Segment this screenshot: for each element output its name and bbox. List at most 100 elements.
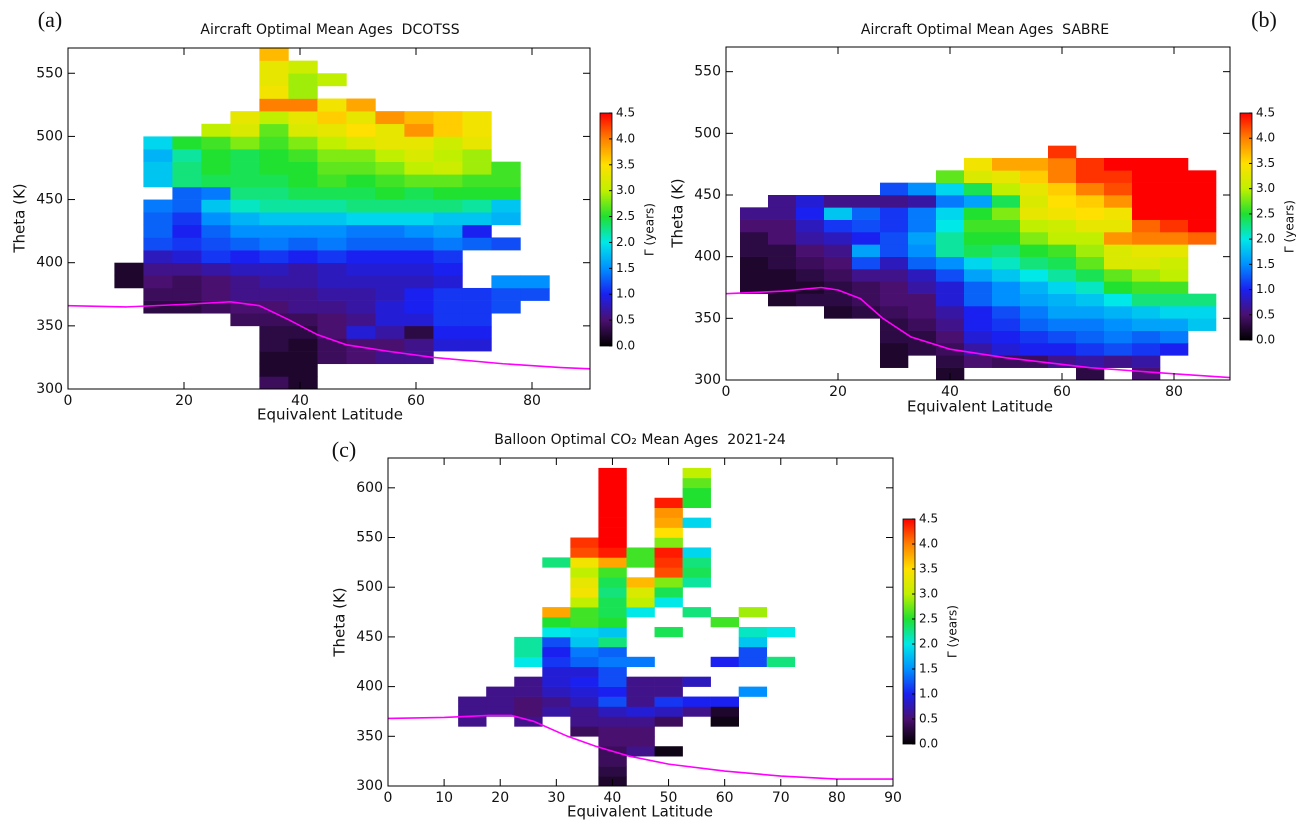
cell <box>259 174 289 188</box>
cell <box>1076 207 1105 220</box>
cell <box>992 158 1021 171</box>
chart-title: Balloon Optimal CO₂ Mean Ages 2021-24 <box>494 432 786 448</box>
cell <box>542 696 571 707</box>
cell <box>908 232 937 245</box>
cell <box>992 293 1021 307</box>
cell <box>404 275 434 289</box>
cell <box>143 161 173 175</box>
cell <box>880 355 909 368</box>
cell <box>964 182 993 196</box>
cell <box>908 318 937 331</box>
cell <box>1188 195 1217 208</box>
cell <box>404 287 434 301</box>
panel-label: (c) <box>332 437 356 462</box>
cell <box>740 207 769 220</box>
cell <box>796 219 825 233</box>
cell <box>375 237 405 251</box>
cell <box>824 207 853 220</box>
cell <box>1160 219 1189 233</box>
colorbar-tick-label: 4.0 <box>919 537 938 551</box>
cell <box>462 224 492 238</box>
cell <box>654 517 683 528</box>
cell <box>936 244 965 257</box>
cell <box>1048 145 1077 159</box>
cell <box>514 676 543 687</box>
cell <box>514 656 543 668</box>
cell <box>1076 182 1105 196</box>
cell <box>288 186 318 200</box>
cell <box>404 149 434 162</box>
cell <box>1020 182 1049 196</box>
y-axis-label: Theta (K) <box>11 183 29 253</box>
cell <box>598 467 627 479</box>
cell <box>462 300 492 314</box>
cell <box>288 60 318 74</box>
cell <box>317 212 347 226</box>
cell <box>288 237 318 251</box>
cell <box>570 557 599 568</box>
cell <box>317 149 347 162</box>
cell <box>288 111 318 125</box>
cell <box>1076 195 1105 208</box>
cell <box>1048 330 1077 344</box>
cell <box>964 355 993 368</box>
cell <box>682 557 711 568</box>
cell <box>936 256 965 270</box>
cell <box>486 696 515 707</box>
cell <box>570 587 599 598</box>
cell <box>288 73 318 87</box>
cell <box>230 161 260 175</box>
cell <box>1020 343 1049 356</box>
cell <box>259 262 289 276</box>
cell <box>201 262 231 276</box>
cell <box>1048 207 1077 220</box>
x-tick-label: 60 <box>407 393 425 409</box>
cell <box>172 275 202 289</box>
cell <box>317 224 347 238</box>
x-axis-label: Equivalent Latitude <box>257 406 403 424</box>
cell <box>346 212 376 226</box>
cell <box>542 676 571 687</box>
cell <box>908 195 937 208</box>
cell <box>259 351 289 365</box>
cell <box>288 199 318 213</box>
cell <box>740 256 769 270</box>
chart-title: Aircraft Optimal Mean Ages DCOTSS <box>200 22 459 38</box>
cell <box>1048 232 1077 245</box>
cell <box>654 547 683 558</box>
cell <box>598 726 627 737</box>
cell <box>1104 343 1133 356</box>
cell <box>598 736 627 747</box>
y-tick-label: 350 <box>356 728 383 744</box>
cell <box>458 706 487 717</box>
cell <box>230 136 260 150</box>
cell <box>1076 330 1105 344</box>
cell <box>626 557 655 568</box>
cell <box>1132 207 1161 220</box>
cell <box>259 73 289 87</box>
colorbar-tick-label: 2.0 <box>919 637 938 651</box>
cell <box>1076 318 1105 331</box>
cell <box>1132 367 1161 380</box>
cell <box>317 325 347 339</box>
cell <box>491 161 521 175</box>
cell <box>491 237 521 251</box>
cell <box>796 269 825 282</box>
cell <box>542 617 571 628</box>
cell <box>433 136 463 150</box>
cell <box>654 696 683 707</box>
x-tick-label: 70 <box>772 790 790 806</box>
cell <box>259 376 289 389</box>
cell <box>964 293 993 307</box>
cell <box>768 195 797 208</box>
cell <box>654 567 683 578</box>
cell <box>570 607 599 618</box>
x-tick-label: 0 <box>64 393 73 409</box>
cell <box>520 287 550 301</box>
y-tick-label: 450 <box>694 187 721 203</box>
tropopause-line <box>726 286 1230 379</box>
cell <box>1188 232 1217 245</box>
cell <box>682 467 711 479</box>
cell <box>768 293 797 307</box>
cell <box>768 244 797 257</box>
